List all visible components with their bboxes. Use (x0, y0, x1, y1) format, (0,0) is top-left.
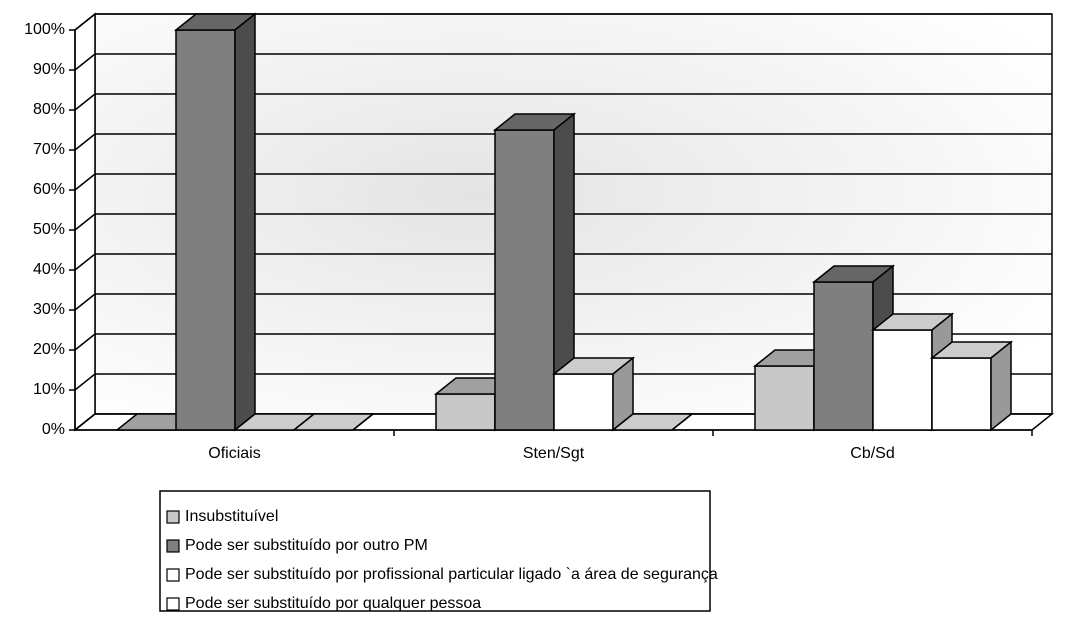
y-tick-label: 50% (33, 221, 65, 238)
grid-line-side (74, 373, 96, 391)
y-tick-label: 60% (33, 181, 65, 198)
grid-line-side (74, 93, 96, 111)
bar (553, 373, 614, 431)
grid-line-side (74, 293, 96, 311)
y-tick-label: 30% (33, 301, 65, 318)
bar (754, 365, 815, 431)
grid-line-side (74, 13, 96, 31)
y-tick-label: 10% (33, 381, 65, 398)
legend-box (159, 490, 711, 612)
x-tick-label: Sten/Sgt (523, 445, 585, 462)
grid-line-side (74, 213, 96, 231)
bar-side (671, 413, 693, 431)
bar (872, 329, 933, 431)
legend-swatch (166, 597, 180, 611)
grid-line-side (74, 53, 96, 71)
y-tick-label: 70% (33, 141, 65, 158)
x-tick-label: Cb/Sd (850, 445, 894, 462)
bar (494, 129, 555, 431)
legend-label: Pode ser substituído por profissional pa… (185, 566, 718, 583)
bar (931, 357, 992, 431)
y-tick-label: 90% (33, 61, 65, 78)
grid-line-side (74, 173, 96, 191)
y-tick-label: 20% (33, 341, 65, 358)
legend-swatch (166, 568, 180, 582)
y-tick-label: 80% (33, 101, 65, 118)
bar (435, 393, 496, 431)
grid-line-side (74, 133, 96, 151)
y-tick-label: 0% (42, 421, 65, 438)
grid-line-side (74, 333, 96, 351)
y-tick-label: 40% (33, 261, 65, 278)
legend-label: Pode ser substituído por qualquer pessoa (185, 595, 481, 612)
x-tick-label: Oficiais (208, 445, 260, 462)
legend-swatch (166, 539, 180, 553)
bar (175, 29, 236, 431)
legend-label: Pode ser substituído por outro PM (185, 537, 428, 554)
legend-swatch (166, 510, 180, 524)
legend-label: Insubstituível (185, 508, 278, 525)
bar-side (234, 12, 256, 432)
grid-line-side (74, 253, 96, 271)
bar-side (990, 340, 1012, 432)
grid-line-side (74, 413, 96, 431)
bar (813, 281, 874, 431)
bar-side (352, 413, 374, 431)
y-tick-label: 100% (24, 21, 65, 38)
